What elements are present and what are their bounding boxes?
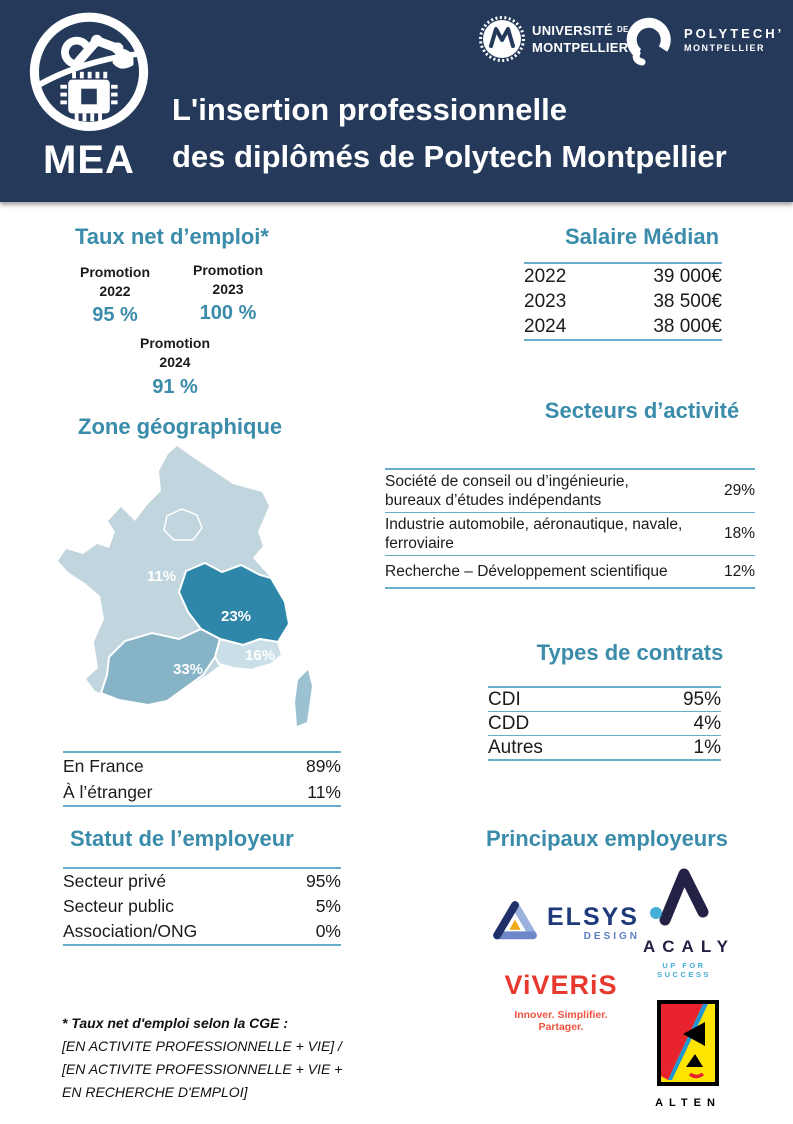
table-row: 2022 39 000€ xyxy=(524,265,722,287)
secteurs-activite-title: Secteurs d’activité xyxy=(544,398,740,423)
table-row: Secteur public 5% xyxy=(63,896,341,916)
map-label-paca: 16% xyxy=(245,647,275,664)
table-row: En France 89% xyxy=(63,755,341,776)
france-choropleth-map: 11% 23% 33% 16% xyxy=(58,446,312,726)
types-contrats-title: Types de contrats xyxy=(536,640,724,665)
salaire-median-title: Salaire Médian xyxy=(564,224,720,249)
elsys-name: ELSYS xyxy=(547,903,639,931)
table-row: Recherche – Développement scientifique 1… xyxy=(385,555,755,587)
viveris-logo: ViVERiS Innover. Simplifier. Partager. xyxy=(496,970,626,1033)
footnote-line1: * Taux net d'emploi selon la CGE : xyxy=(62,1015,289,1031)
taux-net-emploi-title: Taux net d’emploi* xyxy=(75,224,269,249)
alten-emblem-icon xyxy=(657,1000,719,1086)
footnote-line2: [EN ACTIVITE PROFESSIONNELLE + VIE] / xyxy=(62,1038,342,1054)
page-title-line1: L'insertion professionnelle xyxy=(172,92,567,127)
table-row: Industrie automobile, aéronautique, nava… xyxy=(385,512,755,555)
acaly-logo: ACALY UP FOR SUCCESS xyxy=(643,858,735,979)
map-label-occitanie: 33% xyxy=(173,661,203,678)
alten-logo: ALTEN xyxy=(655,1000,721,1109)
zone-table: En France 89% À l’étranger 11% xyxy=(63,751,341,807)
universite-montpellier-icon xyxy=(479,16,525,62)
table-row: CDI 95% xyxy=(488,688,721,710)
page-title-line2: des diplômés de Polytech Montpellier xyxy=(172,139,727,174)
alten-name: ALTEN xyxy=(655,1097,721,1109)
elsys-design-logo: ELSYS DESIGN xyxy=(487,893,637,955)
statut-employeur-title: Statut de l’employeur xyxy=(70,826,294,851)
elsys-sub: DESIGN xyxy=(583,931,640,942)
mea-label: MEA xyxy=(43,138,135,182)
polytech-line1: POLYTECH’ xyxy=(684,26,785,41)
promo-2023-label: Promotion 2023 xyxy=(193,262,263,297)
zone-geographique-title: Zone géographique xyxy=(78,414,283,439)
map-region-paca xyxy=(213,637,284,672)
cge-footnote: * Taux net d'emploi selon la CGE : [EN A… xyxy=(62,1012,362,1104)
map-region-auvergne-rhone-alpes xyxy=(177,561,291,647)
um-line1-de: DE xyxy=(616,25,629,34)
promo-2022-value: 95 % xyxy=(92,304,138,326)
principaux-employeurs-title: Principaux employeurs xyxy=(485,826,729,851)
polytech-montpellier-icon xyxy=(626,17,671,66)
map-region-ile-de-france-outline xyxy=(163,508,203,541)
table-row: Société de conseil ou d’ingénieurie, bur… xyxy=(385,473,755,509)
contrats-table: CDI 95% CDD 4% Autres 1% xyxy=(488,686,721,761)
viveris-name: ViVERiS xyxy=(504,970,618,1000)
map-region-corse xyxy=(295,670,312,726)
table-row: 2024 38 000€ xyxy=(524,315,722,337)
map-label-rest: 11% xyxy=(147,568,176,585)
statut-table: Secteur privé 95% Secteur public 5% Asso… xyxy=(63,867,341,946)
map-region-occitanie xyxy=(99,627,222,707)
salaire-table: 2022 39 000€ 2023 38 500€ 2024 38 000€ xyxy=(524,262,722,341)
table-row: 2023 38 500€ xyxy=(524,290,722,312)
promo-2024-value: 91 % xyxy=(152,376,198,398)
table-row: Autres 1% xyxy=(488,735,721,758)
promo-2024-label: Promotion 2024 xyxy=(140,335,210,370)
map-label-ara: 23% xyxy=(221,608,251,625)
mea-robot-chip-icon xyxy=(29,12,149,131)
elsys-triangle-icon xyxy=(493,901,537,940)
page-title: L'insertion professionnelle des diplômés… xyxy=(172,86,727,180)
acaly-name: ACALY xyxy=(643,937,735,956)
um-line2: MONTPELLIER xyxy=(532,40,629,55)
viveris-sub: Innover. Simplifier. Partager. xyxy=(514,1009,608,1033)
promo-2022-label: Promotion 2022 xyxy=(80,264,150,299)
table-row: Association/ONG 0% xyxy=(63,921,341,941)
table-row: Secteur privé 95% xyxy=(63,871,341,891)
table-row: À l’étranger 11% xyxy=(63,781,341,802)
polytech-line2: MONTPELLIER xyxy=(684,43,765,53)
universite-montpellier-label: UNIVERSITÉ DE MONTPELLIER xyxy=(532,21,629,56)
header-banner: MEA L'insertion professionnelle des dipl… xyxy=(0,0,793,202)
acaly-lambda-icon xyxy=(650,868,709,926)
um-line1: UNIVERSITÉ xyxy=(532,23,614,38)
polytech-montpellier-label: POLYTECH’ MONTPELLIER xyxy=(684,26,784,53)
promo-2023-value: 100 % xyxy=(199,302,257,324)
footnote-line3: [EN ACTIVITE PROFESSIONNELLE + VIE + EN … xyxy=(62,1061,343,1100)
acaly-sub: UP FOR SUCCESS xyxy=(657,961,711,979)
secteurs-table: Société de conseil ou d’ingénieurie, bur… xyxy=(385,468,755,589)
table-row: CDD 4% xyxy=(488,711,721,734)
